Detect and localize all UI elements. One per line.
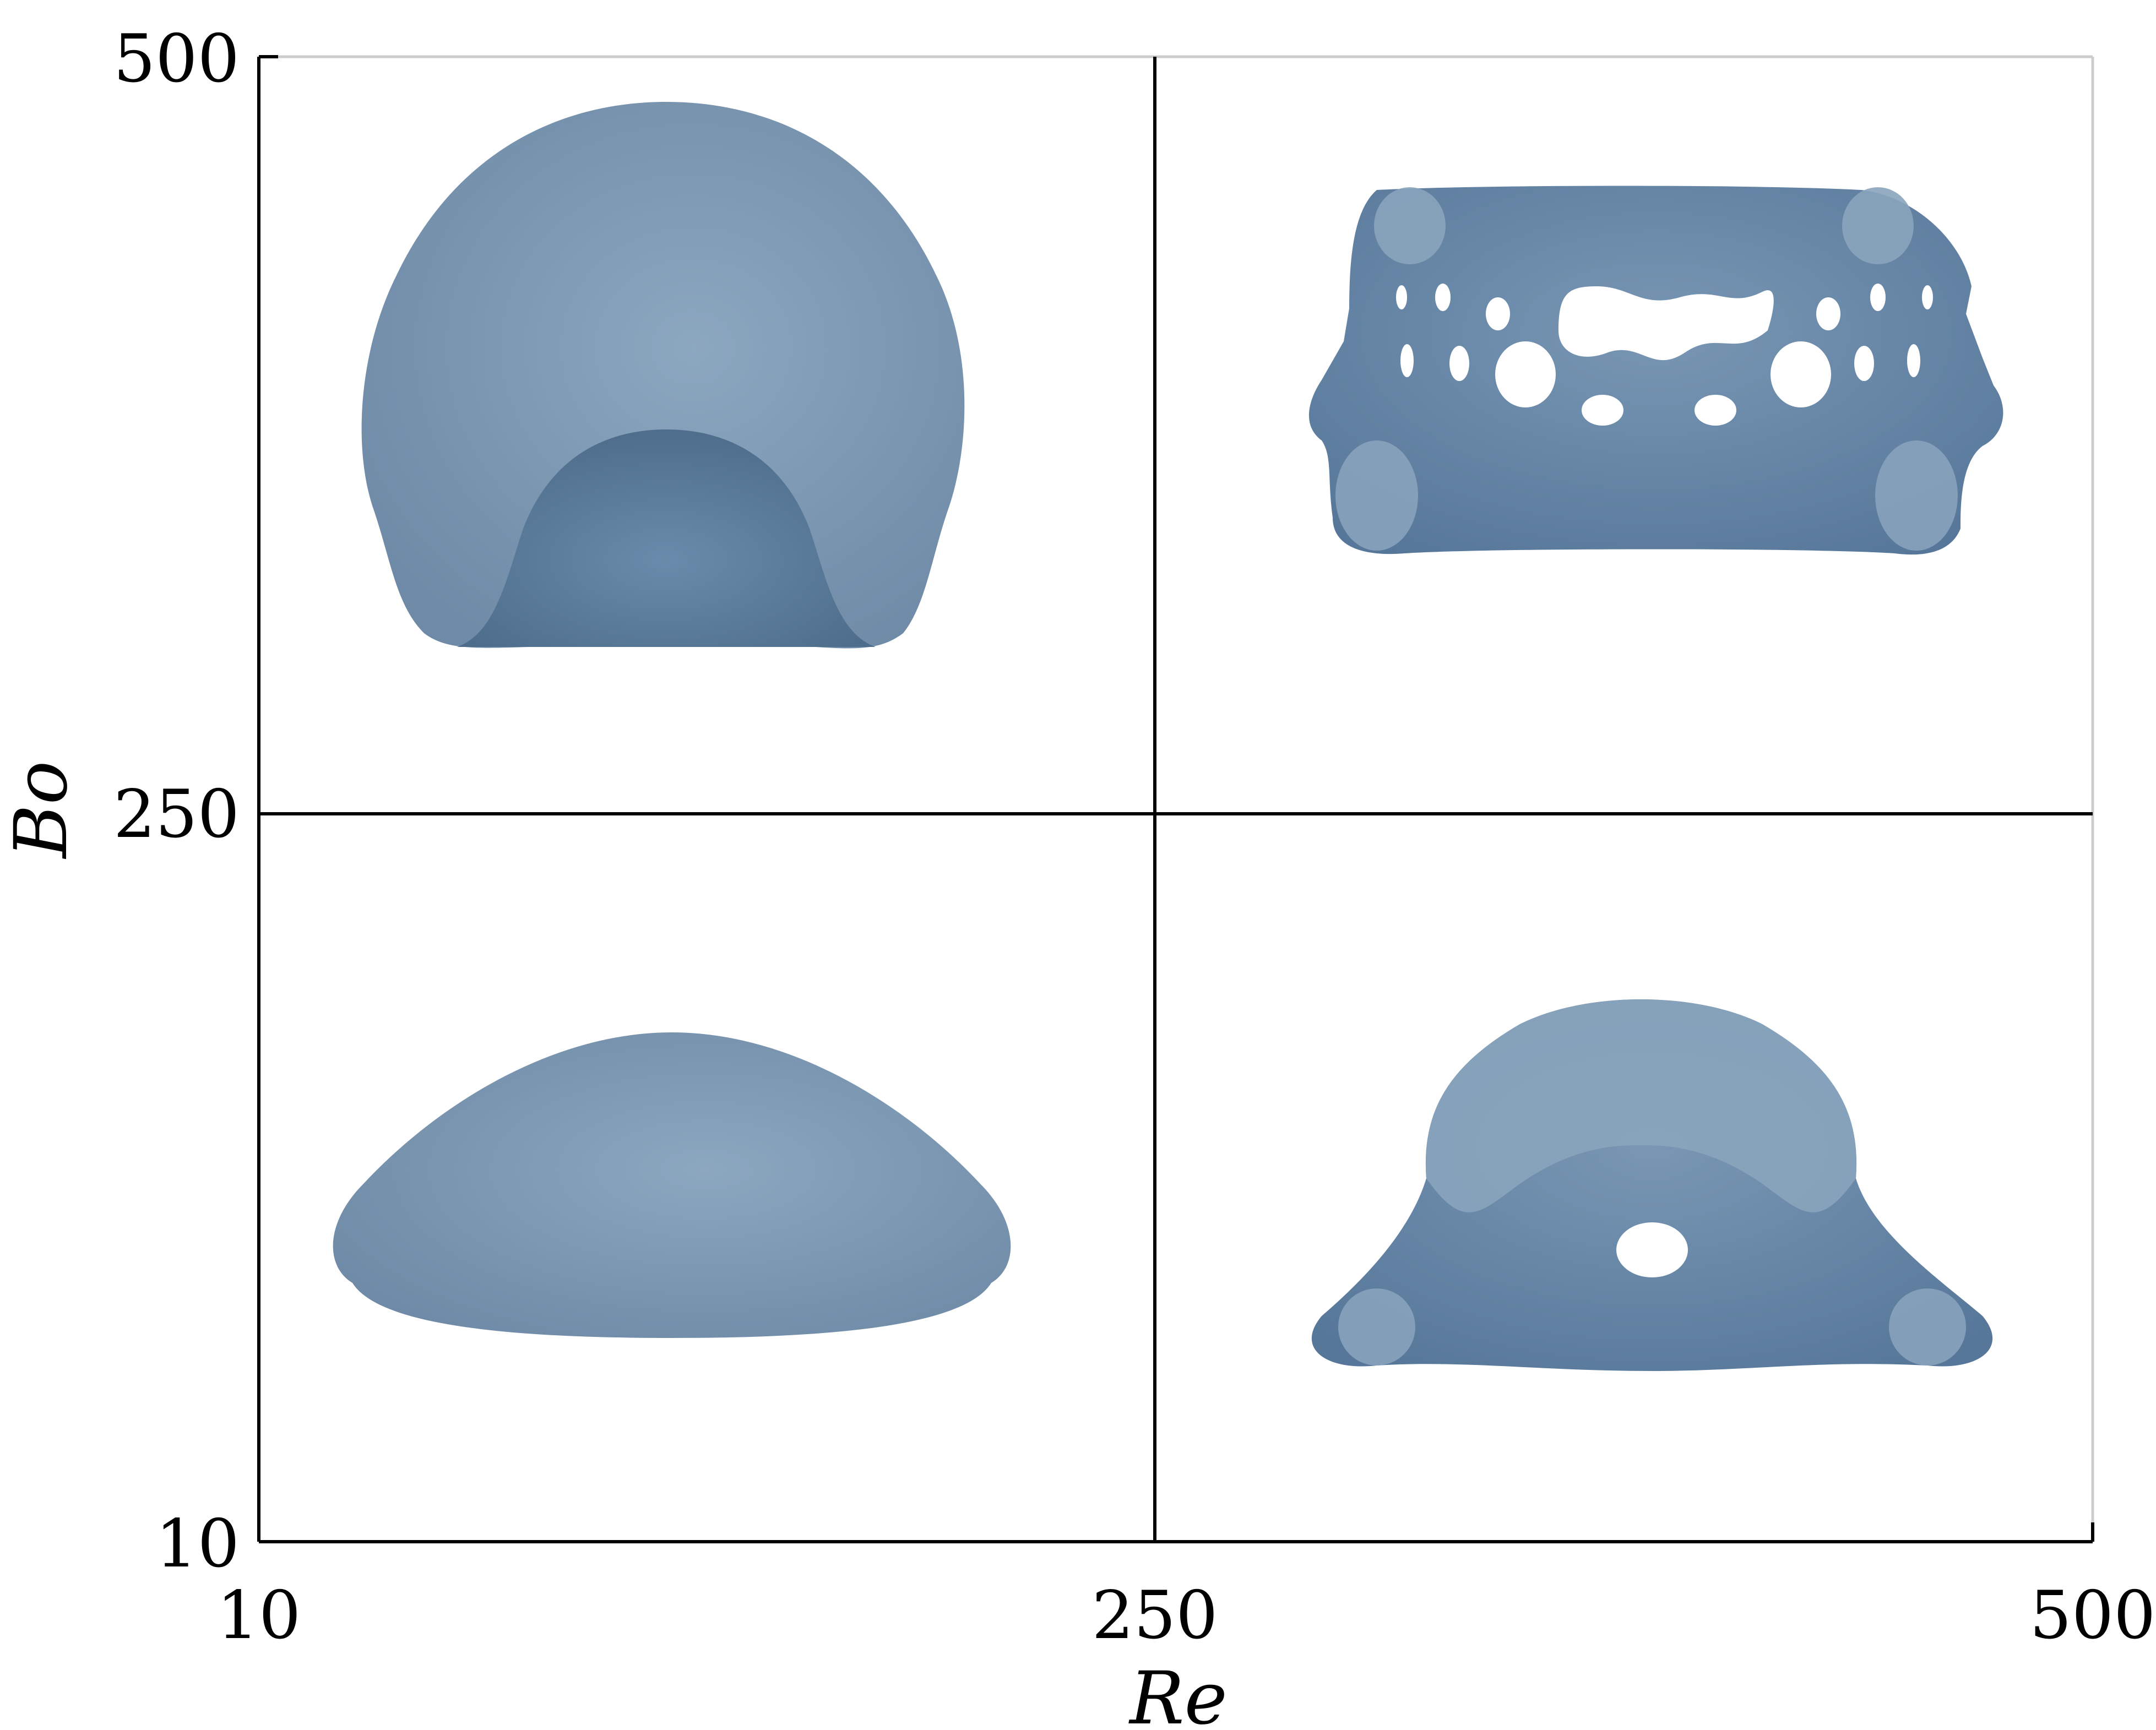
y-tick-500: 500 [113,21,240,97]
plot-frame [257,55,2094,1543]
bubble-oblate-ellipsoid [333,1032,1011,1338]
y-axis-label: Bo [0,761,84,859]
y-tick-250: 250 [113,776,240,853]
x-tick-10: 10 [217,1577,301,1654]
bubble-perforated-toroid [1308,186,2003,555]
ticks [257,55,2094,1543]
bubble-skirted-cap [361,102,965,649]
bubble-cap-with-hole [1311,999,1993,1371]
x-tick-250: 250 [1091,1577,1218,1654]
x-tick-500: 500 [2029,1577,2155,1654]
y-tick-10: 10 [155,1506,240,1582]
x-axis-label: Re [1128,1656,1228,1730]
